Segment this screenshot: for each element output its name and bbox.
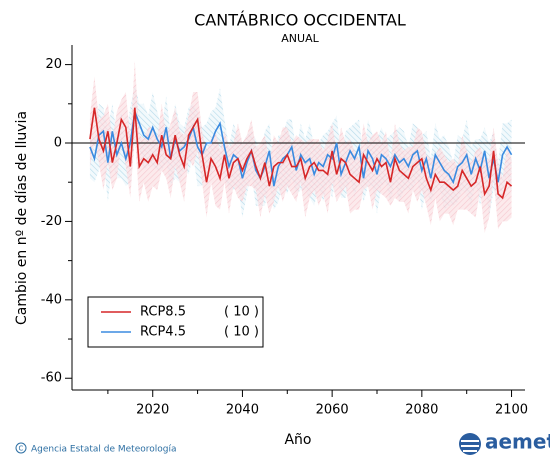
x-tick-label: 2060: [316, 403, 349, 418]
y-tick-label: -60: [41, 371, 62, 386]
chart-title: CANTÁBRICO OCCIDENTAL: [194, 11, 406, 30]
copyright-letter: C: [19, 445, 24, 453]
y-tick-label: -20: [41, 214, 62, 229]
x-tick-label: 2100: [495, 403, 528, 418]
legend-note: ( 10 ): [224, 325, 259, 340]
x-tick-label: 2020: [136, 403, 169, 418]
y-axis-label: Cambio en nº de días de lluvia: [14, 111, 30, 325]
logo-icon: [459, 433, 481, 455]
legend-box: [87, 296, 264, 348]
copyright-icon: [15, 442, 27, 454]
chart-subtitle: ANUAL: [281, 32, 319, 45]
x-tick-label: 2080: [405, 403, 438, 418]
legend: RCP8.5 ( 10 ) RCP4.5 ( 10 ): [87, 296, 264, 348]
logo: aemet: [459, 430, 550, 455]
legend-label: RCP4.5: [140, 325, 186, 340]
uncertainty-band: [89, 60, 512, 234]
y-tick-label: 0: [54, 136, 62, 151]
series-line: [89, 107, 513, 200]
y-tick-label: -40: [41, 292, 62, 307]
logo-text: aemet: [485, 430, 550, 454]
source-text: Agencia Estatal de Meteorología: [31, 445, 177, 455]
legend-note: ( 10 ): [224, 305, 259, 320]
source: C Agencia Estatal de Meteorología: [15, 442, 177, 455]
x-tick-label: 2040: [226, 403, 259, 418]
y-tick-label: 20: [45, 57, 62, 72]
logo-stripes: [461, 440, 479, 452]
legend-label: RCP8.5: [140, 305, 186, 320]
x-axis-label: Año: [284, 432, 311, 448]
plot-area: 20 0 -20 -40 -60 2020 2040 2060 2080 2100: [41, 45, 528, 418]
